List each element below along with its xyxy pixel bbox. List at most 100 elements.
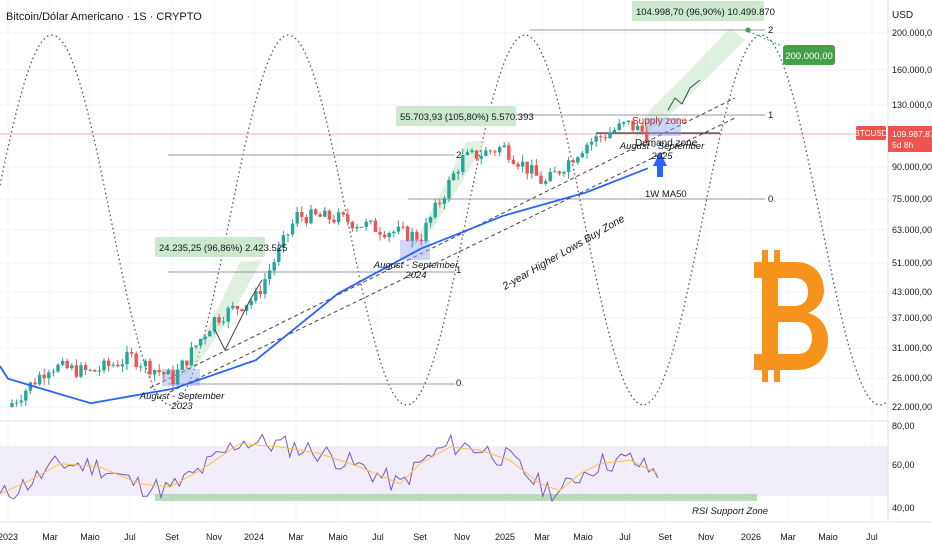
rsi-ma-line bbox=[0, 442, 659, 495]
rsi-tick-label: 60,00 bbox=[892, 460, 915, 470]
candle-body bbox=[88, 369, 92, 371]
time-tick-label: 2023 bbox=[0, 532, 18, 542]
candle-body bbox=[180, 360, 184, 370]
candle-body bbox=[254, 291, 258, 301]
zone-2024-year: 2024 bbox=[404, 270, 426, 281]
candle-body bbox=[438, 202, 442, 204]
candle-body bbox=[295, 212, 299, 224]
candle-body bbox=[217, 317, 221, 323]
candle-body bbox=[203, 336, 207, 340]
gain-label-2: 55.703,93 (105,80%) 5.570.393 bbox=[400, 112, 534, 123]
time-axis[interactable]: 2023 Mar Maio Jul Set Nov 2024 Mar Maio Jul Set Nov… bbox=[0, 532, 878, 542]
candle-body bbox=[157, 369, 161, 373]
fib2-0: 0 bbox=[768, 194, 773, 205]
ticker-label: BTCUSD bbox=[855, 129, 888, 138]
candle-body bbox=[129, 352, 134, 354]
candle-body bbox=[318, 214, 322, 217]
candle-body bbox=[97, 370, 102, 372]
page-title: Bitcoin/Dólar Americano · 1S · CRYPTO bbox=[6, 11, 202, 23]
rsi-scale[interactable]: 80,00 60,00 40,00 bbox=[892, 421, 915, 513]
candle-body bbox=[589, 141, 594, 145]
time-tick-label: Mar bbox=[534, 532, 550, 542]
gain-box-3: 104.998,70 (96,90%) 10.499.870 bbox=[632, 1, 775, 21]
ma50-label: 1W MA50 bbox=[645, 189, 687, 200]
candle-body bbox=[626, 120, 631, 123]
buy-zone-label: 2-year Higher Lows Buy Zone bbox=[500, 213, 627, 293]
candle-body bbox=[263, 278, 267, 294]
candle-body bbox=[304, 216, 309, 224]
candle-body bbox=[599, 136, 603, 138]
higher-lows-channel bbox=[149, 97, 736, 393]
candle-body bbox=[603, 137, 608, 139]
price-tick-label: 31.000,00 bbox=[892, 343, 932, 353]
candle-body bbox=[373, 220, 378, 232]
candle-body bbox=[231, 306, 235, 309]
candle-body bbox=[83, 365, 88, 370]
candle-body bbox=[378, 231, 382, 235]
currency-label[interactable]: USD bbox=[892, 10, 914, 21]
candle-body bbox=[557, 171, 562, 174]
candle-body bbox=[493, 151, 497, 153]
candle-body bbox=[125, 352, 129, 365]
candle-body bbox=[102, 360, 106, 371]
candle-body bbox=[60, 360, 65, 365]
last-price: 109.987,87 bbox=[892, 129, 932, 139]
price-tick-label: 200.000,00 bbox=[892, 28, 932, 38]
candle-body bbox=[461, 155, 465, 172]
candle-body bbox=[525, 161, 529, 174]
candle-body bbox=[106, 360, 111, 366]
candle-body bbox=[392, 231, 396, 234]
time-tick-label: Jul bbox=[619, 532, 631, 542]
candle-body bbox=[244, 305, 249, 312]
demand-zone-label: Demand zone bbox=[635, 138, 698, 149]
gain-label-3: 104.998,70 (96,90%) 10.499.870 bbox=[636, 7, 775, 18]
candle-body bbox=[410, 231, 414, 241]
candle-body bbox=[286, 234, 290, 236]
time-tick-label: Set bbox=[413, 532, 427, 542]
candle-body bbox=[281, 235, 286, 248]
candle-body bbox=[447, 180, 451, 199]
candle-body bbox=[456, 171, 460, 174]
candle-body bbox=[520, 161, 525, 167]
candle-body bbox=[484, 150, 488, 156]
candle-body bbox=[166, 370, 171, 375]
candle-body bbox=[424, 222, 428, 242]
candle-body bbox=[221, 321, 226, 323]
candle-body bbox=[465, 152, 470, 156]
candle-body bbox=[194, 345, 198, 348]
gain-label-1: 24.235,25 (96,86%) 2.423.525 bbox=[159, 243, 287, 254]
fib2-1: 1 bbox=[768, 110, 773, 121]
candle-body bbox=[516, 163, 520, 167]
candle-body bbox=[415, 231, 419, 240]
fib1-0: 0 bbox=[456, 378, 461, 389]
time-tick-label: Mar bbox=[42, 532, 58, 542]
fib-levels bbox=[0, 29, 888, 385]
candle-body bbox=[479, 155, 483, 159]
candle-body bbox=[566, 160, 571, 173]
candle-body bbox=[300, 212, 304, 217]
price-tick-label: 43.000,00 bbox=[892, 287, 932, 297]
candle-body bbox=[148, 360, 152, 375]
price-tick-label: 51.000,00 bbox=[892, 258, 932, 268]
candle-body bbox=[585, 144, 589, 154]
candle-body bbox=[42, 374, 46, 379]
time-tick-label: Mar bbox=[780, 532, 796, 542]
candle-body bbox=[608, 132, 612, 139]
candle-body bbox=[323, 210, 327, 217]
time-tick-label: Jul bbox=[372, 532, 384, 542]
ma-arrow bbox=[653, 152, 667, 177]
candle-body bbox=[24, 390, 28, 401]
price-scale[interactable]: 200.000,00160.000,00130.000,00110.000,00… bbox=[892, 28, 932, 412]
candle-body bbox=[369, 220, 373, 222]
candle-body bbox=[612, 129, 617, 133]
candle-body bbox=[240, 309, 244, 312]
candle-body bbox=[645, 131, 649, 142]
candle-body bbox=[336, 212, 341, 223]
candle-body bbox=[442, 198, 447, 204]
rsi-tick-label: 40,00 bbox=[892, 503, 915, 513]
bitcoin-logo-icon bbox=[754, 250, 828, 382]
candle-body bbox=[364, 221, 368, 227]
target-point bbox=[745, 27, 751, 33]
grid-lines bbox=[0, 0, 888, 522]
